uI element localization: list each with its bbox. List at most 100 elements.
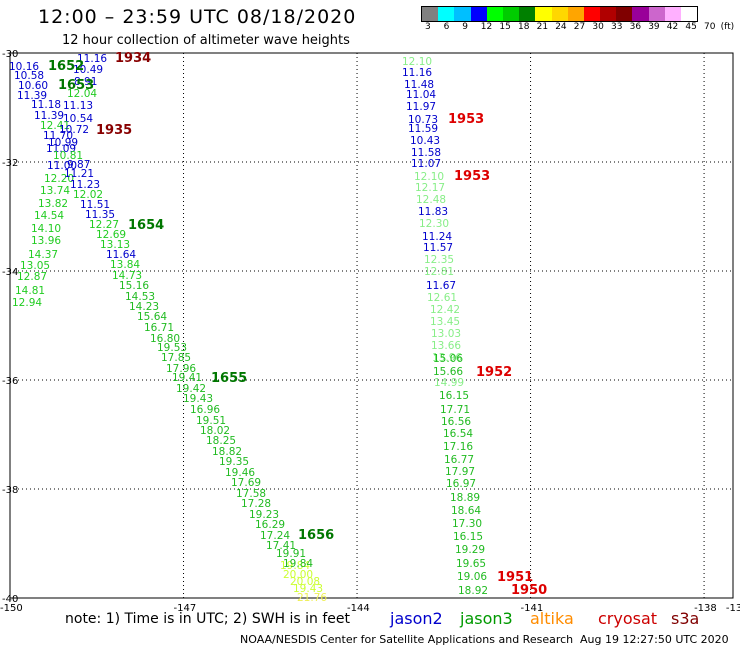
swh-label-track1: 13.05 — [20, 260, 50, 272]
pass-time-label: 1656 — [298, 528, 334, 543]
swh-label-track1: 11.09 — [46, 143, 76, 155]
swh-label-track1: 10.60 — [18, 80, 48, 92]
swh-label-track2: 18.64 — [451, 505, 481, 517]
swh-label-track1: 14.23 — [129, 301, 159, 313]
map-subtitle: 12 hour collection of altimeter wave hei… — [62, 33, 350, 48]
swh-label-track1: 10.54 — [63, 113, 93, 125]
lat-tick-label: -32 — [2, 158, 18, 169]
timestamp-text: Aug 19 12:27:50 UTC 2020 — [580, 633, 729, 646]
color-scale-label: 24 — [555, 22, 567, 32]
pass-time-label: 1951 — [497, 570, 533, 585]
color-scale-label: 36 — [629, 22, 642, 32]
swh-label-track2: 11.07 — [411, 158, 441, 170]
lon-tick-label: -141 — [521, 603, 544, 614]
color-scale-label: 45 — [685, 22, 697, 32]
swh-label-track2: 18.89 — [450, 492, 480, 504]
color-scale-label: 27 — [573, 22, 586, 32]
swh-label-track1: 12.41 — [40, 120, 70, 132]
swh-label-track2: 12.10 — [402, 56, 432, 68]
swh-label-track2: 11.04 — [406, 89, 436, 101]
swh-label-track1: 19.43 — [183, 393, 213, 405]
plot-frame — [9, 52, 734, 599]
swh-label-track2: 12.48 — [416, 194, 446, 206]
color-scale-bar — [421, 6, 699, 22]
legend-altika: altika — [530, 609, 574, 628]
swh-label-track1: 13.13 — [100, 239, 130, 251]
swh-label-track1: 19.43 — [293, 583, 323, 595]
color-swatch-5 — [502, 7, 520, 21]
swh-label-track2: 12.61 — [427, 292, 457, 304]
swh-label-track2: 15.66 — [433, 366, 463, 378]
pass-time-label: 1950 — [511, 583, 547, 598]
swh-label-track1: 11.35 — [85, 209, 115, 221]
swh-label-track1: 18.82 — [212, 446, 242, 458]
color-scale-label: 39 — [648, 22, 660, 32]
swh-label-track1: 12.87 — [17, 271, 47, 283]
swh-label-track1: 11.16 — [77, 53, 107, 65]
swh-label-track1: 11.39 — [17, 90, 47, 102]
swh-label-track2: 11.57 — [423, 242, 453, 254]
color-swatch-15 — [664, 7, 681, 21]
swh-label-track1: 14.81 — [15, 285, 45, 297]
swh-label-track2: 10.73 — [408, 114, 438, 126]
swh-label-track1: 19.23 — [249, 509, 279, 521]
swh-label-track1: 11.39 — [34, 110, 64, 122]
swh-label-track1: 11.64 — [106, 249, 136, 261]
color-scale-label: 3 — [425, 22, 431, 32]
swh-label-track1: 16.71 — [144, 322, 174, 334]
swh-label-track1: 12.69 — [96, 229, 126, 241]
swh-label-track1: 18.02 — [200, 425, 230, 437]
legend-cryosat: cryosat — [598, 609, 658, 628]
lat-tick-label: -40 — [2, 594, 18, 605]
swh-label-track2: 17.97 — [445, 466, 475, 478]
swh-label-track2: 11.97 — [406, 101, 436, 113]
lon-tick-label: -147 — [174, 603, 197, 614]
swh-label-track2: 12.42 — [430, 304, 460, 316]
color-swatch-7 — [535, 7, 552, 21]
swh-label-track2: 11.58 — [411, 147, 441, 159]
swh-label-track1: 20.00 — [283, 569, 313, 581]
color-swatch-14 — [648, 7, 665, 21]
lon-tick-label: -144 — [347, 603, 370, 614]
swh-label-track2: 12.30 — [419, 218, 449, 230]
swh-label-track1: 17.24 — [260, 530, 290, 542]
swh-label-track1: 14.53 — [125, 291, 155, 303]
swh-label-track1: 15.64 — [137, 311, 167, 323]
swh-label-track1: 14.10 — [31, 223, 61, 235]
legend-jason2: jason2 — [390, 609, 443, 628]
color-scale-label: 30 — [592, 22, 604, 32]
swh-label-track2: 18.92 — [458, 585, 488, 597]
swh-label-track2: 11.24 — [422, 231, 452, 243]
swh-label-track1: 19.46 — [225, 467, 255, 479]
swh-label-track1: 19.51 — [196, 415, 226, 427]
color-swatch-16 — [681, 7, 698, 21]
swh-label-track2: 15.06 — [433, 353, 463, 365]
swh-label-track1: 14.54 — [34, 210, 64, 222]
swh-label-track1: 15.16 — [119, 280, 149, 292]
swh-label-track1: 12.04 — [67, 88, 97, 100]
map-title: 12:00 – 23:59 UTC 08/18/2020 — [38, 6, 357, 28]
color-swatch-6 — [519, 7, 536, 21]
swh-label-track2: 17.16 — [443, 441, 473, 453]
swh-label-track1: 13.82 — [38, 198, 68, 210]
swh-label-track1: 13.84 — [110, 259, 140, 271]
swh-label-track1: 17.69 — [231, 477, 261, 489]
swh-label-track1: 18.25 — [206, 435, 236, 447]
swh-label-track1: 17.28 — [241, 498, 271, 510]
pass-time-label: 1653 — [58, 78, 94, 93]
swh-label-track2: 17.71 — [440, 404, 470, 416]
note-text: note: 1) Time is in UTC; 2) SWH is in fe… — [65, 611, 351, 627]
color-swatch-1 — [438, 7, 455, 21]
color-swatch-3 — [470, 7, 487, 21]
swh-label-track1: 12.02 — [73, 189, 103, 201]
swh-label-track1: 17.41 — [266, 540, 296, 552]
swh-label-track1: 19.53 — [157, 342, 187, 354]
pass-time-label: 1652 — [48, 59, 84, 74]
color-swatch-13 — [632, 7, 649, 21]
swh-label-track1: 19.42 — [176, 383, 206, 395]
color-swatch-12 — [616, 7, 633, 21]
swh-label-track1: 12.20 — [44, 173, 74, 185]
swh-label-track2: 16.15 — [453, 531, 483, 543]
swh-label-track2: 16.54 — [443, 428, 473, 440]
color-scale-label: 42 — [666, 22, 679, 32]
